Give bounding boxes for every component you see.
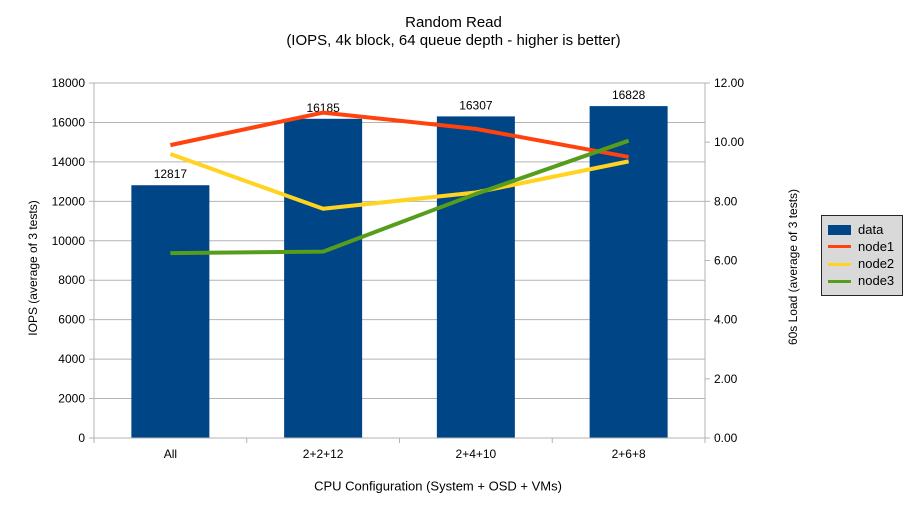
bar-value-label: 12817 xyxy=(154,167,188,181)
bar-2+2+12 xyxy=(284,118,363,438)
right-tick-label: 6.00 xyxy=(714,254,738,268)
left-tick-label: 18000 xyxy=(52,76,86,90)
node2-series-swatch xyxy=(828,262,851,266)
legend-item-data: data xyxy=(828,221,896,237)
right-tick-label: 8.00 xyxy=(714,194,738,208)
bar-value-label: 16307 xyxy=(459,98,493,112)
chart-subtitle: (IOPS, 4k block, 64 queue depth - higher… xyxy=(286,32,621,49)
chart-title: Random Read xyxy=(405,14,502,31)
node1-series-swatch xyxy=(828,245,851,249)
right-tick-label: 4.00 xyxy=(714,313,738,327)
category-label: 2+6+8 xyxy=(612,447,646,461)
data-series-swatch xyxy=(828,224,851,235)
series-line-node2 xyxy=(169,152,630,211)
legend-label: data xyxy=(858,221,884,237)
node3-series-swatch xyxy=(828,279,851,283)
legend: data node1 node2 node3 xyxy=(821,215,903,296)
series-line-node1 xyxy=(169,110,629,159)
left-tick-label: 2000 xyxy=(58,392,85,406)
right-tick-label: 12.00 xyxy=(714,76,744,90)
legend-label: node3 xyxy=(858,273,895,289)
right-tick-label: 10.00 xyxy=(714,135,744,149)
legend-label: node2 xyxy=(858,256,895,272)
left-tick-label: 8000 xyxy=(58,273,85,287)
right-tick-label: 2.00 xyxy=(714,372,738,386)
legend-item-node2: node2 xyxy=(828,257,896,271)
bar-2+4+10 xyxy=(436,116,515,439)
bar-All xyxy=(131,185,210,438)
left-tick-label: 12000 xyxy=(52,194,86,208)
legend-label: node1 xyxy=(858,238,895,254)
category-label: 2+4+10 xyxy=(456,447,497,461)
left-tick-label: 4000 xyxy=(58,352,85,366)
bar-value-label: 16185 xyxy=(306,101,340,115)
x-axis-title: CPU Configuration (System + OSD + VMs) xyxy=(314,478,562,494)
bar-value-label: 16828 xyxy=(612,88,646,102)
right-tick-label: 0.00 xyxy=(714,431,738,445)
legend-item-node3: node3 xyxy=(828,274,896,288)
category-label: All xyxy=(164,447,177,461)
legend-item-node1: node1 xyxy=(828,238,896,254)
category-label: 2+2+12 xyxy=(303,447,344,461)
left-tick-label: 16000 xyxy=(52,115,86,129)
left-tick-label: 0 xyxy=(78,431,85,445)
series-line-node3 xyxy=(170,138,630,256)
left-tick-label: 6000 xyxy=(58,313,85,327)
left-tick-label: 10000 xyxy=(52,234,86,248)
left-tick-label: 14000 xyxy=(52,155,86,169)
